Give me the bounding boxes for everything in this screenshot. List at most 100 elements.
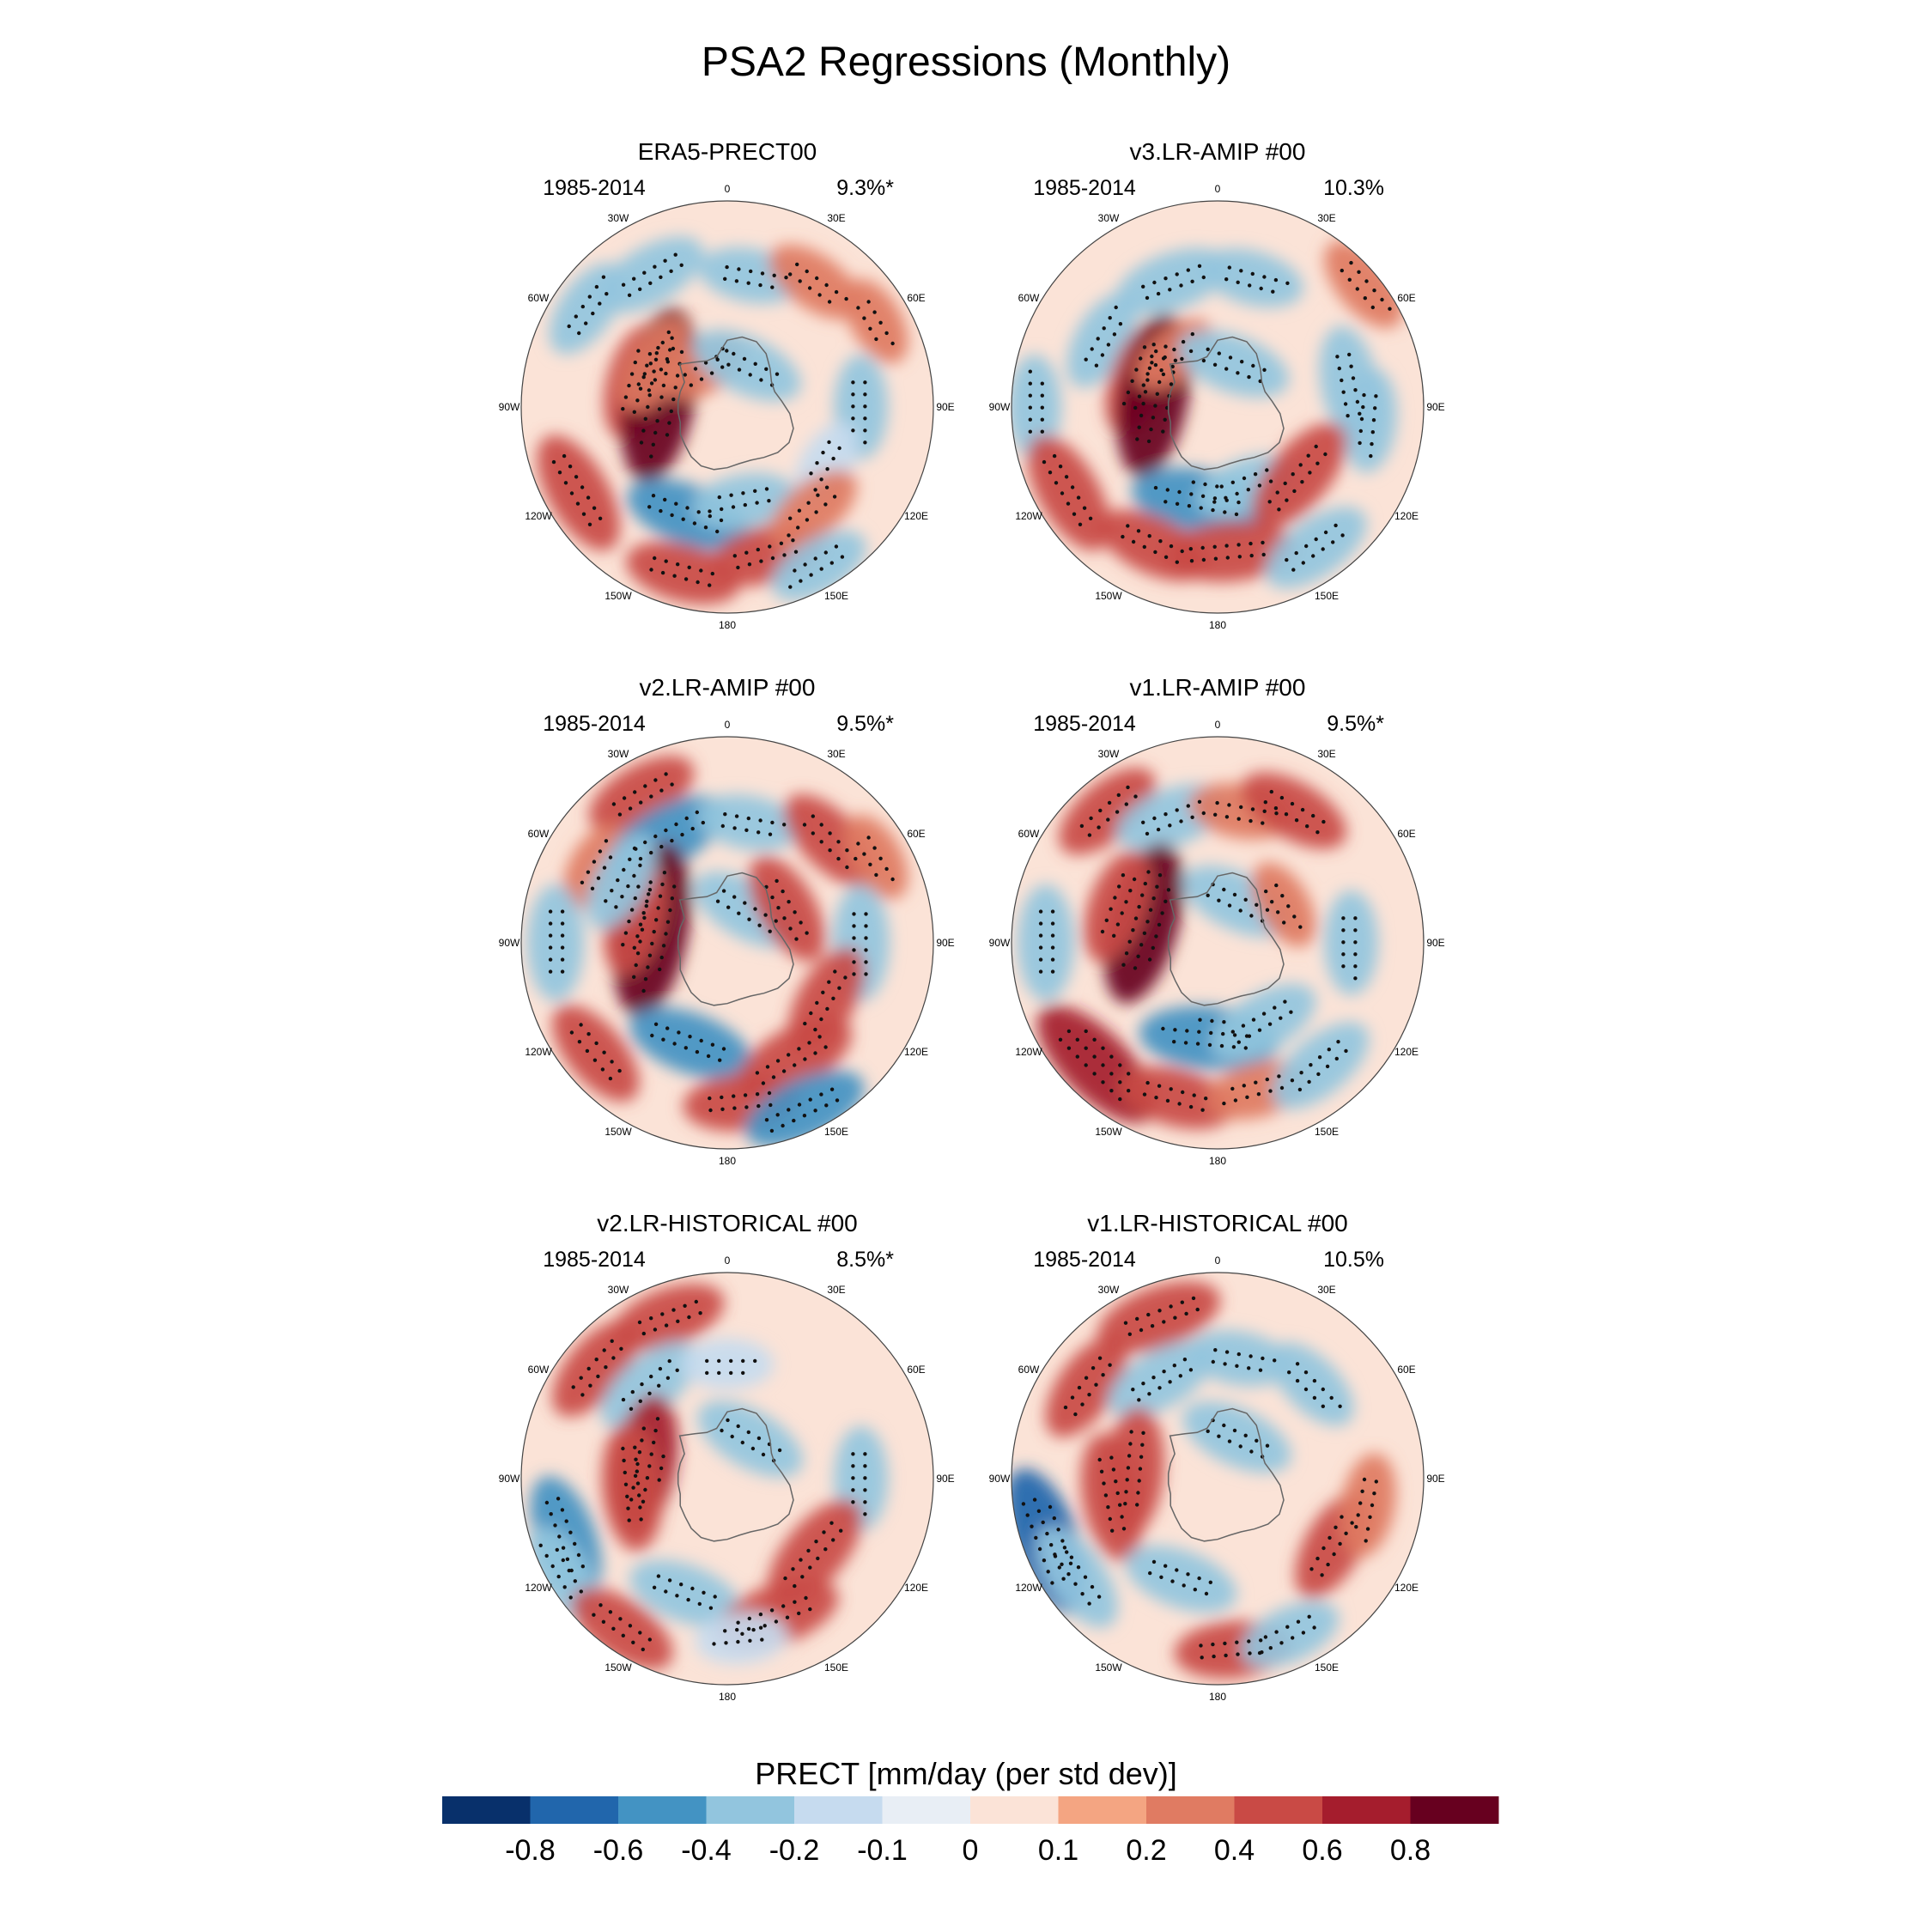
longitude-label: 30E (827, 1284, 845, 1296)
map-outline (520, 200, 934, 614)
significance-stipple (1121, 870, 1171, 970)
precip-anomaly (691, 472, 796, 530)
precip-anomaly (1324, 240, 1404, 329)
precip-anomaly (526, 884, 585, 1001)
precip-anomaly (1252, 422, 1347, 529)
panel-title: v3.LR-AMIP #00 (1130, 138, 1306, 165)
colorbar-tick-label: -0.2 (769, 1834, 820, 1867)
colorbar-boxes (442, 1796, 1499, 1824)
longitude-label: 30W (608, 212, 629, 224)
panel-title: v1.LR-HISTORICAL #00 (1087, 1210, 1347, 1236)
longitude-label: 90E (1426, 1473, 1444, 1485)
longitude-label: 90W (499, 401, 520, 413)
significance-stipple (755, 1035, 828, 1085)
precip-anomaly (552, 1320, 640, 1417)
significance-stipple (1097, 1455, 1127, 1533)
significance-stipple (1053, 1546, 1102, 1606)
longitude-label: 180 (1209, 619, 1226, 631)
precip-anomaly (1036, 1526, 1118, 1628)
longitude-label: 0 (725, 1255, 731, 1267)
significance-stipple (1028, 369, 1045, 434)
precip-anomaly (1270, 1342, 1354, 1426)
precip-anomaly (1012, 355, 1062, 459)
longitude-label: 120E (904, 1582, 928, 1594)
colorbar-box (530, 1796, 619, 1824)
significance-stipple (851, 380, 867, 445)
significance-stipple (548, 909, 565, 974)
longitude-label: 30W (1098, 748, 1120, 760)
significance-stipple (788, 544, 845, 589)
significance-stipple (1211, 1348, 1277, 1372)
longitude-label: 60E (907, 1364, 925, 1376)
significance-stipple (788, 262, 848, 304)
significance-stipple (1161, 1018, 1249, 1050)
significance-stipple (736, 1595, 812, 1637)
panel-period: 1985-2014 (1033, 176, 1136, 200)
significance-stipple (637, 1299, 702, 1336)
antarctica-coastline (1167, 336, 1285, 471)
antarctica-coastline (1167, 872, 1285, 1006)
significance-stipple (712, 1625, 764, 1646)
longitude-label: 120W (525, 1046, 552, 1058)
significance-stipple (1079, 785, 1138, 837)
longitude-label: 30E (827, 212, 845, 224)
precip-anomaly (1017, 884, 1075, 1001)
longitude-label: 60W (1018, 292, 1040, 304)
panel-title: v1.LR-AMIP #00 (1130, 674, 1306, 701)
significance-stipple (852, 912, 868, 976)
significance-stipple (1121, 345, 1158, 410)
significance-stipple (636, 330, 676, 392)
precip-anomaly (1045, 1336, 1127, 1437)
precip-anomaly (571, 1588, 673, 1670)
longitude-label: 60E (1397, 1364, 1415, 1376)
significance-stipple (732, 538, 799, 570)
longitude-label: 180 (719, 1155, 736, 1167)
significance-stipple (1142, 1080, 1208, 1112)
precip-anomaly (629, 1007, 752, 1079)
significance-stipple (1131, 1358, 1194, 1402)
significance-stipple (720, 1418, 782, 1463)
significance-stipple (851, 1452, 867, 1516)
significance-stipple (720, 812, 787, 836)
longitude-label: 60W (1018, 1364, 1040, 1376)
longitude-label: 120W (1015, 1582, 1042, 1594)
significance-stipple (1290, 1040, 1348, 1092)
longitude-label: 150W (1095, 590, 1122, 602)
precip-anomaly (767, 1499, 863, 1606)
significance-stipple (1153, 480, 1241, 517)
significance-stipple (1257, 1614, 1316, 1656)
longitude-label: 0 (725, 183, 731, 195)
significance-stipple (580, 839, 613, 891)
map-outline (1011, 736, 1425, 1150)
significance-stipple (1309, 1515, 1354, 1577)
longitude-label: 150E (824, 1662, 848, 1674)
map-field (521, 201, 933, 613)
precip-anomaly (771, 530, 866, 601)
precip-anomaly (769, 470, 857, 550)
colorbar-tick-label: 0.2 (1126, 1834, 1166, 1867)
precip-anomaly (1340, 1453, 1396, 1558)
significance-stipple (1148, 1559, 1213, 1596)
map-panel: 0 30E 60E 90E 120E 150E 180 150W 120W 90W 60W 30W ER… (499, 138, 955, 631)
significance-stipple (1021, 1498, 1073, 1585)
significance-stipple (705, 1358, 757, 1376)
significance-stipple (1287, 1362, 1342, 1409)
significance-stipple (708, 1091, 773, 1113)
map-field (1012, 1273, 1424, 1685)
precip-anomaly (537, 434, 621, 551)
significance-stipple (1100, 873, 1137, 939)
precip-anomaly (1108, 1341, 1213, 1419)
significance-stipple (1285, 523, 1345, 572)
colorbar-box (1058, 1796, 1147, 1824)
longitude-label: 60W (528, 828, 550, 840)
longitude-label: 90E (1426, 937, 1444, 949)
significance-stipple (1042, 453, 1093, 526)
significance-stipple (569, 1023, 622, 1081)
significance-stipple (1038, 909, 1055, 974)
significance-stipple (1063, 1356, 1112, 1417)
antarctica-coastline (677, 872, 794, 1006)
significance-stipple (1358, 392, 1378, 459)
longitude-label: 90E (936, 937, 954, 949)
panel-variance: 10.5% (1323, 1248, 1384, 1272)
